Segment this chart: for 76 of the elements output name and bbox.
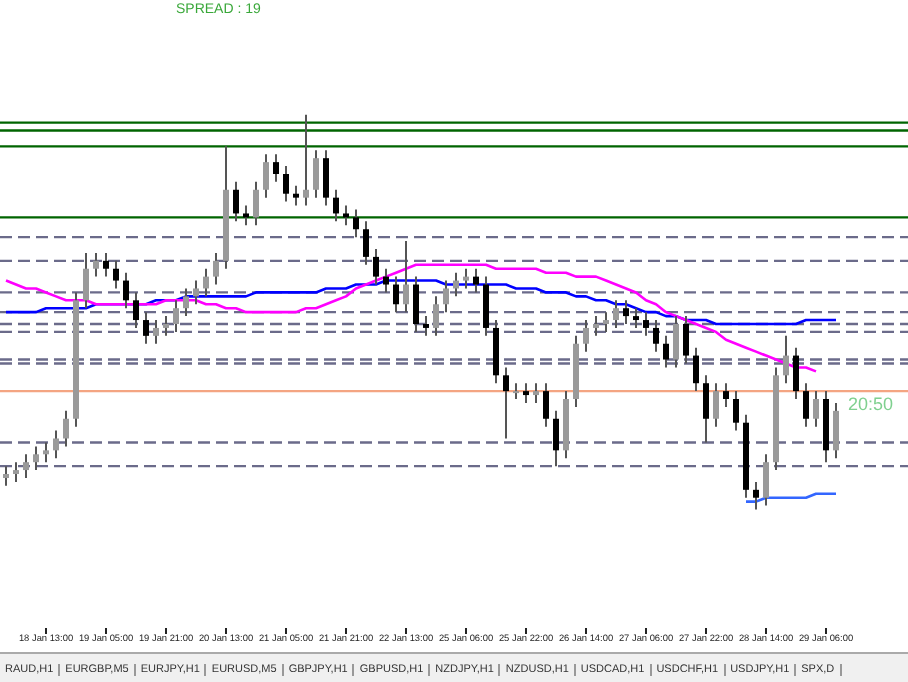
candlestick	[123, 271, 129, 310]
candlestick	[233, 180, 239, 223]
candlestick	[553, 409, 559, 468]
candlestick	[703, 374, 709, 444]
candlestick	[603, 311, 609, 333]
candlestick	[243, 204, 249, 227]
candlestick	[273, 153, 279, 183]
candlestick	[3, 465, 9, 487]
text: 20:50	[848, 393, 894, 414]
candlestick	[683, 315, 689, 365]
candlestick	[363, 220, 369, 266]
candlestick	[793, 346, 799, 401]
candlestick	[293, 184, 299, 207]
candlestick	[443, 279, 449, 314]
candlestick	[483, 275, 489, 337]
candlestick	[533, 382, 539, 404]
candlestick	[503, 366, 509, 440]
candlestick	[203, 267, 209, 298]
candlestick	[33, 445, 39, 472]
candlestick	[523, 382, 529, 404]
candlestick	[433, 295, 439, 337]
candlestick	[153, 319, 159, 345]
candlestick	[403, 240, 409, 314]
candlestick	[723, 382, 729, 408]
candlestick	[813, 390, 819, 428]
candlestick	[413, 275, 419, 333]
candlestick	[53, 429, 59, 460]
candlestick	[163, 315, 169, 337]
candlestick	[83, 251, 89, 310]
candlestick	[653, 319, 659, 353]
candlestick	[143, 311, 149, 345]
candlestick	[663, 334, 669, 369]
candlestick	[673, 315, 679, 369]
candlestick	[23, 453, 29, 479]
candlestick	[613, 299, 619, 329]
candlestick	[763, 453, 769, 507]
candlestick	[193, 279, 199, 306]
candlestick	[213, 251, 219, 286]
candlestick	[103, 251, 109, 278]
candlestick	[383, 267, 389, 294]
candlestick	[173, 299, 179, 333]
candlestick	[473, 267, 479, 294]
candlestick	[323, 149, 329, 207]
candlestick	[343, 204, 349, 227]
candlestick	[693, 346, 699, 393]
candlestick	[283, 165, 289, 203]
candlestick	[113, 259, 119, 290]
candlestick	[753, 480, 759, 511]
candlestick	[733, 390, 739, 432]
candlestick	[43, 441, 49, 464]
candlestick	[393, 275, 399, 314]
candlestick	[783, 334, 789, 385]
candlestick	[463, 267, 469, 290]
candlestick	[263, 153, 269, 199]
candlestick	[803, 382, 809, 428]
candlestick	[253, 180, 259, 227]
candlestick	[13, 461, 19, 483]
candlestick	[633, 307, 639, 329]
candlestick	[333, 188, 339, 223]
candlestick	[353, 208, 359, 239]
candlestick	[623, 299, 629, 325]
candlestick	[373, 247, 379, 286]
candlestick	[593, 315, 599, 337]
candlestick	[583, 319, 589, 353]
candlestick	[63, 409, 69, 448]
candlestick	[493, 319, 499, 385]
candlestick	[543, 382, 549, 428]
candlestick	[313, 149, 319, 199]
candlestick	[133, 291, 139, 329]
candlestick	[93, 251, 99, 278]
candlestick	[423, 315, 429, 337]
candlestick	[183, 287, 189, 318]
candlestick	[303, 113, 309, 207]
candlestick	[643, 311, 649, 337]
candlestick	[833, 401, 839, 460]
candlestick	[713, 382, 719, 428]
